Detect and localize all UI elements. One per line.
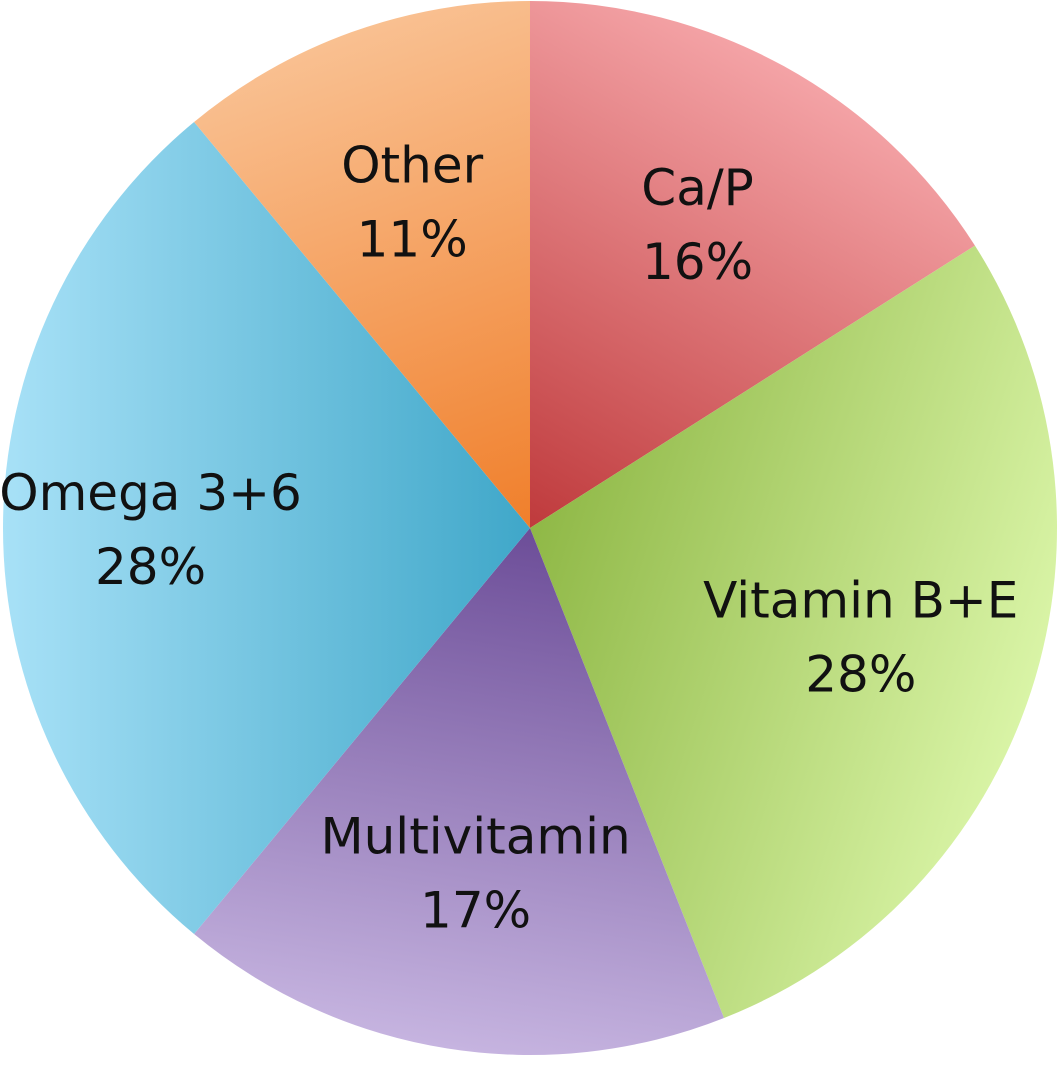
slice-label-value: 28%: [95, 538, 206, 596]
slice-label: Omega 3+6 28%: [0, 464, 302, 596]
pie-slice-omega-3-6: [2, 121, 530, 935]
slice-label-name: Omega 3+6: [0, 464, 302, 522]
slice-label-value: 28%: [805, 645, 916, 703]
pie-slice-vitamin-b-e: [530, 245, 1057, 1018]
pie-slice-other: [194, 1, 530, 528]
slice-label: Ca/P 16%: [641, 159, 754, 291]
slice-label: Multivitamin 17%: [320, 808, 630, 940]
slice-label-value: 17%: [420, 882, 531, 940]
slice-label-name: Other: [341, 137, 483, 195]
slice-label: Vitamin B+E 28%: [703, 571, 1018, 703]
pie-slice-multivitamin: [194, 528, 725, 1055]
pie-slices: [2, 1, 1057, 1055]
slice-label-value: 16%: [642, 233, 753, 291]
pie-labels: Ca/P 16% Vitamin B+E 28% Multivitamin 17% Omeg…: [0, 137, 1018, 940]
slice-label-name: Ca/P: [641, 159, 754, 217]
pie-slice-ca-p: [530, 1, 975, 528]
slice-label-name: Multivitamin: [320, 808, 630, 866]
slice-label: Other 11%: [341, 137, 483, 269]
slice-label-name: Vitamin B+E: [703, 571, 1018, 629]
slice-label-value: 11%: [357, 211, 468, 269]
